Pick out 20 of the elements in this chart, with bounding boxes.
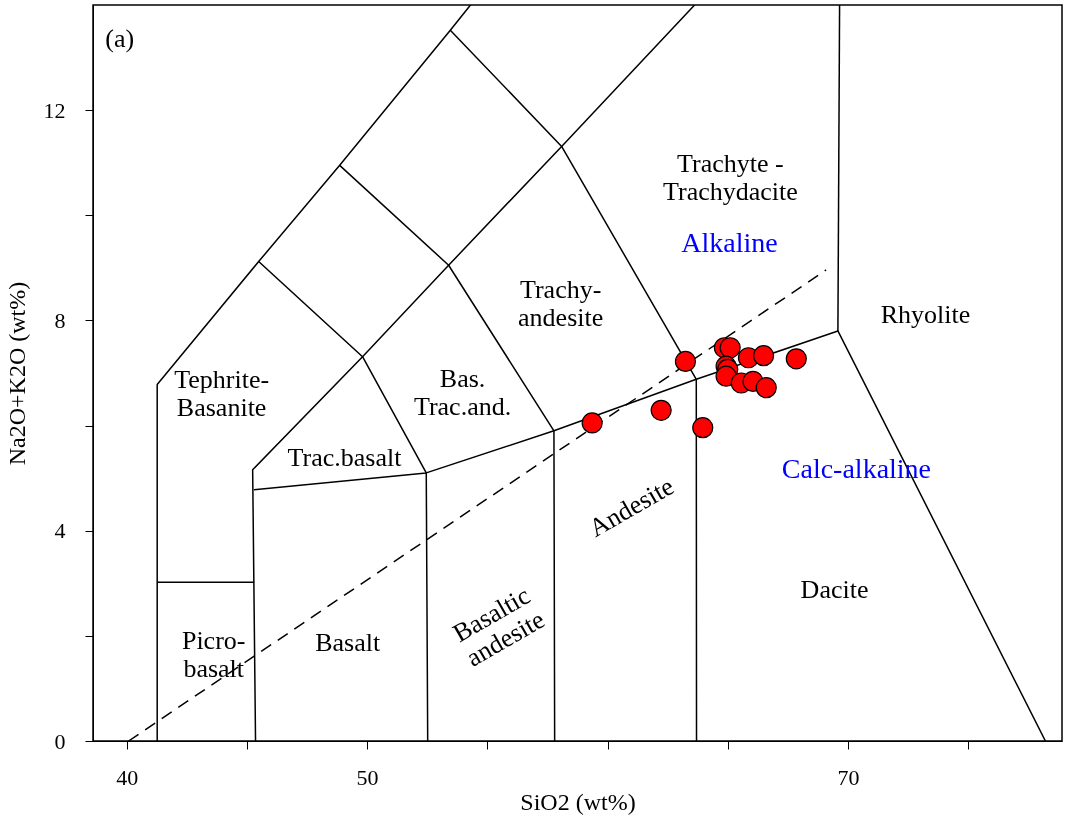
y-tick-label: 4 xyxy=(54,518,66,544)
y-axis-title: Na2O+K2O (wt%) xyxy=(3,281,30,466)
annotation: Trachyte - Trachydacite xyxy=(663,149,798,207)
annotation: Trachy- andesite xyxy=(518,275,604,333)
annotation: Alkaline xyxy=(681,227,778,259)
x-tick-label: 40 xyxy=(116,764,139,790)
y-tick-label: 12 xyxy=(43,97,66,123)
x-tick-label: 50 xyxy=(356,764,379,790)
x-tick-label: 70 xyxy=(837,764,860,790)
y-tick-label: 0 xyxy=(54,728,66,754)
annotation: Dacite xyxy=(800,574,869,604)
y-tick-label: 8 xyxy=(54,307,66,333)
x-axis-title: SiO2 (wt%) xyxy=(520,788,636,815)
annotation: Bas. Trac.and. xyxy=(413,364,512,422)
annotation: (a) xyxy=(105,24,135,54)
annotation: Rhyolite xyxy=(880,300,971,330)
annotation: Basalt xyxy=(315,627,381,657)
annotation: Tephrite- Basanite xyxy=(174,365,270,423)
annotation: Picro- basalt xyxy=(181,626,246,684)
annotation: Trac.basalt xyxy=(287,442,403,472)
